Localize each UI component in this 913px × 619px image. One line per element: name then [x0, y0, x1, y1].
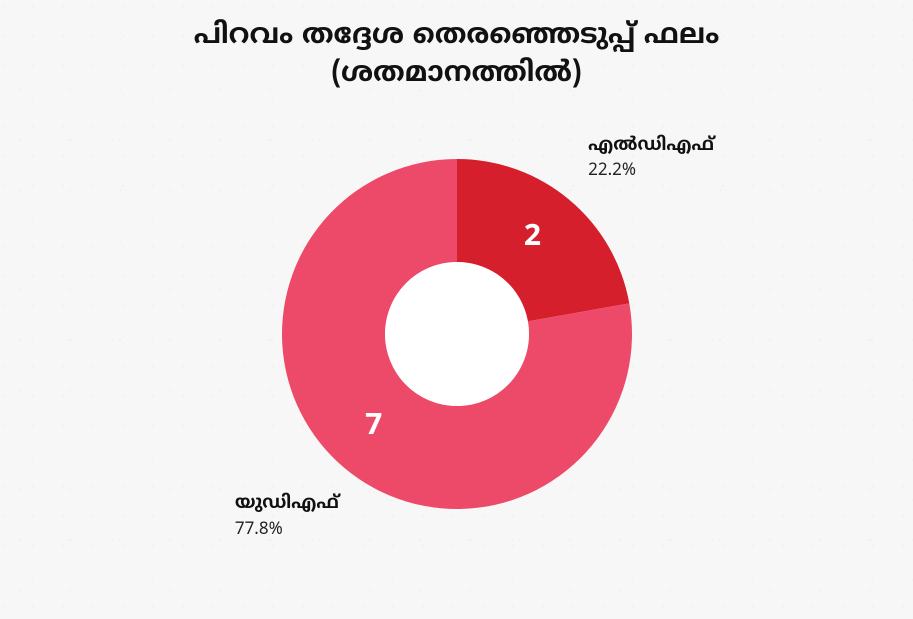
chart-container: പിറവം തദ്ദേശ തെരഞ്ഞെടുപ്പ് ഫലം (ശതമാനത്ത… [0, 0, 913, 619]
slice-pct-ldf: 22.2% [588, 160, 714, 184]
donut-center [385, 262, 529, 406]
donut-svg [272, 149, 642, 519]
slice-outer-label-ldf: എൽഡിഎഫ് 22.2% [588, 133, 714, 184]
chart-title: പിറവം തദ്ദേശ തെരഞ്ഞെടുപ്പ് ഫലം (ശതമാനത്ത… [0, 0, 913, 94]
slice-outer-label-udf: യുഡിഎഫ് 77.8% [235, 491, 339, 542]
slice-name-udf: യുഡിഎഫ് [235, 492, 339, 515]
slice-name-ldf: എൽഡിഎഫ് [588, 134, 714, 157]
title-line1: പിറവം തദ്ദേശ തെരഞ്ഞെടുപ്പ് ഫലം [0, 18, 913, 56]
donut-chart: 2 7 എൽഡിഎഫ് 22.2% യുഡിഎഫ് 77.8% [272, 149, 642, 519]
slice-pct-udf: 77.8% [235, 519, 339, 543]
title-line2: (ശതമാനത്തിൽ) [0, 56, 913, 94]
